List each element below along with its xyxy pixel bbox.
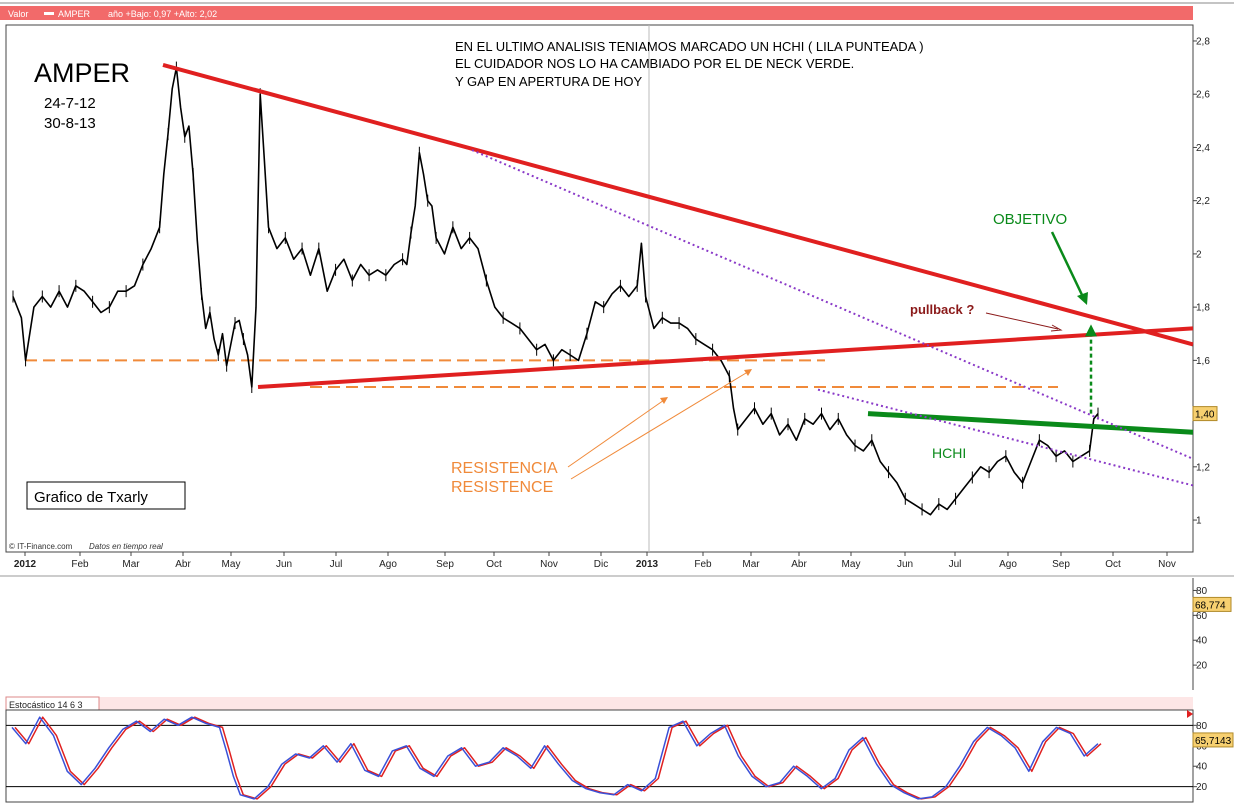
resistance-trendline [162, 62, 1194, 347]
x-tick-label: Jul [949, 559, 962, 570]
x-tick-label: Mar [122, 559, 140, 570]
y-tick-label: 1 [1196, 516, 1202, 527]
objetivo-arrowhead [1077, 292, 1088, 305]
x-tick-label: Sep [1052, 559, 1070, 570]
osc-value-label: 65,7143 [1195, 736, 1232, 747]
resistencia-arrowhead-2 [744, 369, 752, 376]
note-line-1: EN EL ULTIMO ANALISIS TENIAMOS MARCADO U… [455, 39, 924, 54]
date-from: 24-7-12 [44, 95, 96, 112]
source-note: Datos en tiempo real [89, 542, 163, 551]
objetivo-label: OBJETIVO [993, 211, 1067, 228]
osc-k-line [11, 716, 1099, 800]
osc-y-tick-label: 80 [1196, 721, 1208, 732]
osc-y-tick-label: 20 [1196, 782, 1208, 793]
x-tick-label: Ago [379, 559, 397, 570]
volume-y-tick-label: 60 [1196, 611, 1208, 622]
x-tick-label: Ago [999, 559, 1017, 570]
credit-label: Grafico de Txarly [34, 489, 148, 506]
header-series-swatch [44, 12, 54, 15]
hchi-label: HCHI [932, 445, 966, 461]
y-tick-label: 1,8 [1196, 303, 1210, 314]
x-tick-label: May [842, 559, 861, 570]
objetivo-dotted-arrowhead [1085, 324, 1097, 337]
x-tick-label: May [222, 559, 241, 570]
pullback-arrow [985, 312, 1059, 330]
x-tick-label: Abr [791, 559, 807, 570]
resistencia-arrow-1 [567, 397, 668, 468]
pullback-arrowhead [1050, 324, 1063, 332]
y-tick-label: 2,2 [1196, 196, 1210, 207]
osc-title: Estocástico 14 6 3 [9, 700, 83, 710]
y-tick-label: 2,8 [1196, 36, 1210, 47]
x-tick-label: Feb [694, 559, 712, 570]
osc-overbought-marker [1187, 710, 1193, 718]
y-tick-label: 1,6 [1196, 356, 1210, 367]
resistence-label: RESISTENCE [451, 479, 553, 496]
note-line-2: EL CUIDADOR NOS LO HA CAMBIADO POR EL DE… [455, 56, 854, 71]
x-tick-label: Sep [436, 559, 454, 570]
note-line-3: Y GAP EN APERTURA DE HOY [455, 74, 642, 89]
y-tick-label: 2 [1196, 249, 1202, 260]
x-tick-label: Mar [742, 559, 760, 570]
chart-ticker-title: AMPER [34, 58, 130, 88]
date-to: 30-8-13 [44, 115, 96, 132]
resistencia-label: RESISTENCIA [451, 460, 558, 477]
volume-value-label: 68,774 [1195, 600, 1226, 611]
pullback-label: pullback ? [910, 302, 974, 317]
x-tick-label: Oct [486, 559, 502, 570]
x-tick-label: Nov [540, 559, 558, 570]
x-tick-label: 2013 [636, 559, 659, 570]
last-value-badge [1192, 406, 1218, 422]
credit-box [26, 481, 186, 510]
x-tick-label: Nov [1158, 559, 1176, 570]
resistencia-arrowhead-1 [660, 397, 668, 404]
x-tick-label: 2012 [14, 559, 37, 570]
x-tick-label: Feb [71, 559, 89, 570]
hchi-purple-dotted-upper [471, 149, 1194, 460]
volume-value-badge [1192, 596, 1232, 612]
osc-header-strip [6, 697, 1193, 711]
volume-y-tick-label: 20 [1196, 661, 1208, 672]
y-tick-label: 2,6 [1196, 90, 1210, 101]
header-bar [0, 6, 1193, 20]
x-tick-label: Jun [276, 559, 292, 570]
volume-y-tick-label: 80 [1196, 586, 1208, 597]
objetivo-arrow [1050, 231, 1085, 298]
source-label: © IT-Finance.com [9, 542, 73, 551]
price-series-line [12, 66, 1099, 516]
y-tick-label: 1,2 [1196, 462, 1210, 473]
x-tick-label: Dic [594, 559, 608, 570]
resistencia-arrow-2 [570, 369, 752, 480]
x-tick-label: Jun [897, 559, 913, 570]
y-tick-label: 2,4 [1196, 143, 1210, 154]
support-trendline [257, 326, 1194, 389]
x-tick-label: Oct [1105, 559, 1121, 570]
osc-value-badge [1192, 732, 1234, 748]
neck-green-line [867, 411, 1194, 435]
header-symbol: AMPER [58, 9, 91, 19]
header-stats: año +Bajo: 0,97 +Alto: 2,02 [108, 9, 217, 19]
osc-y-tick-label: 40 [1196, 762, 1208, 773]
header-valor-label: Valor [8, 9, 28, 19]
volume-y-tick-label: 40 [1196, 636, 1208, 647]
last-value-label: 1,40 [1195, 410, 1215, 421]
x-tick-label: Jul [330, 559, 343, 570]
x-tick-label: Abr [175, 559, 191, 570]
osc-d-line [14, 716, 1102, 800]
